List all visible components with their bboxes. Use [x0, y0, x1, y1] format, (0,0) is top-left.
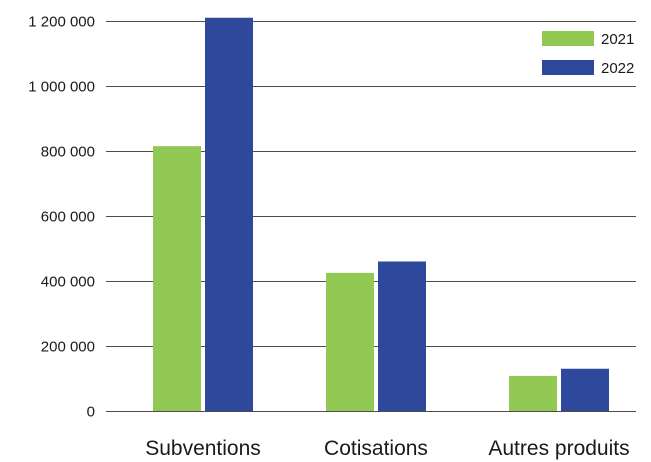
bar-2021-autres-produits: [509, 376, 557, 411]
legend-label-2021: 2021: [601, 31, 634, 48]
y-tick-label: 400 000: [41, 274, 95, 291]
legend-swatch-2021: [542, 31, 594, 46]
bar-2022-subventions: [205, 18, 253, 411]
bar-2022-cotisations: [378, 262, 426, 412]
y-tick-label: 1 200 000: [28, 14, 95, 31]
legend: 2021 2022: [542, 31, 634, 77]
y-tick-label: 1 000 000: [28, 79, 95, 96]
bar-2021-subventions: [153, 146, 201, 411]
bars: [106, 18, 636, 412]
legend-swatch-2022: [542, 60, 594, 75]
y-tick-label: 200 000: [41, 339, 95, 356]
y-tick-label: 0: [87, 404, 95, 421]
category-label: Autres produits: [488, 437, 629, 460]
y-tick-label: 800 000: [41, 144, 95, 161]
category-label: Cotisations: [324, 437, 428, 460]
y-tick-label: 600 000: [41, 209, 95, 226]
y-axis-ticks: 0 200 000 400 000 600 000 800 000 1 000 000 1 …: [28, 14, 95, 421]
legend-label-2022: 2022: [601, 60, 634, 77]
bar-2021-cotisations: [326, 273, 374, 411]
bar-2022-autres-produits: [561, 369, 609, 411]
x-axis-categories: Subventions Cotisations Autres produits: [145, 437, 629, 460]
category-label: Subventions: [145, 437, 261, 460]
